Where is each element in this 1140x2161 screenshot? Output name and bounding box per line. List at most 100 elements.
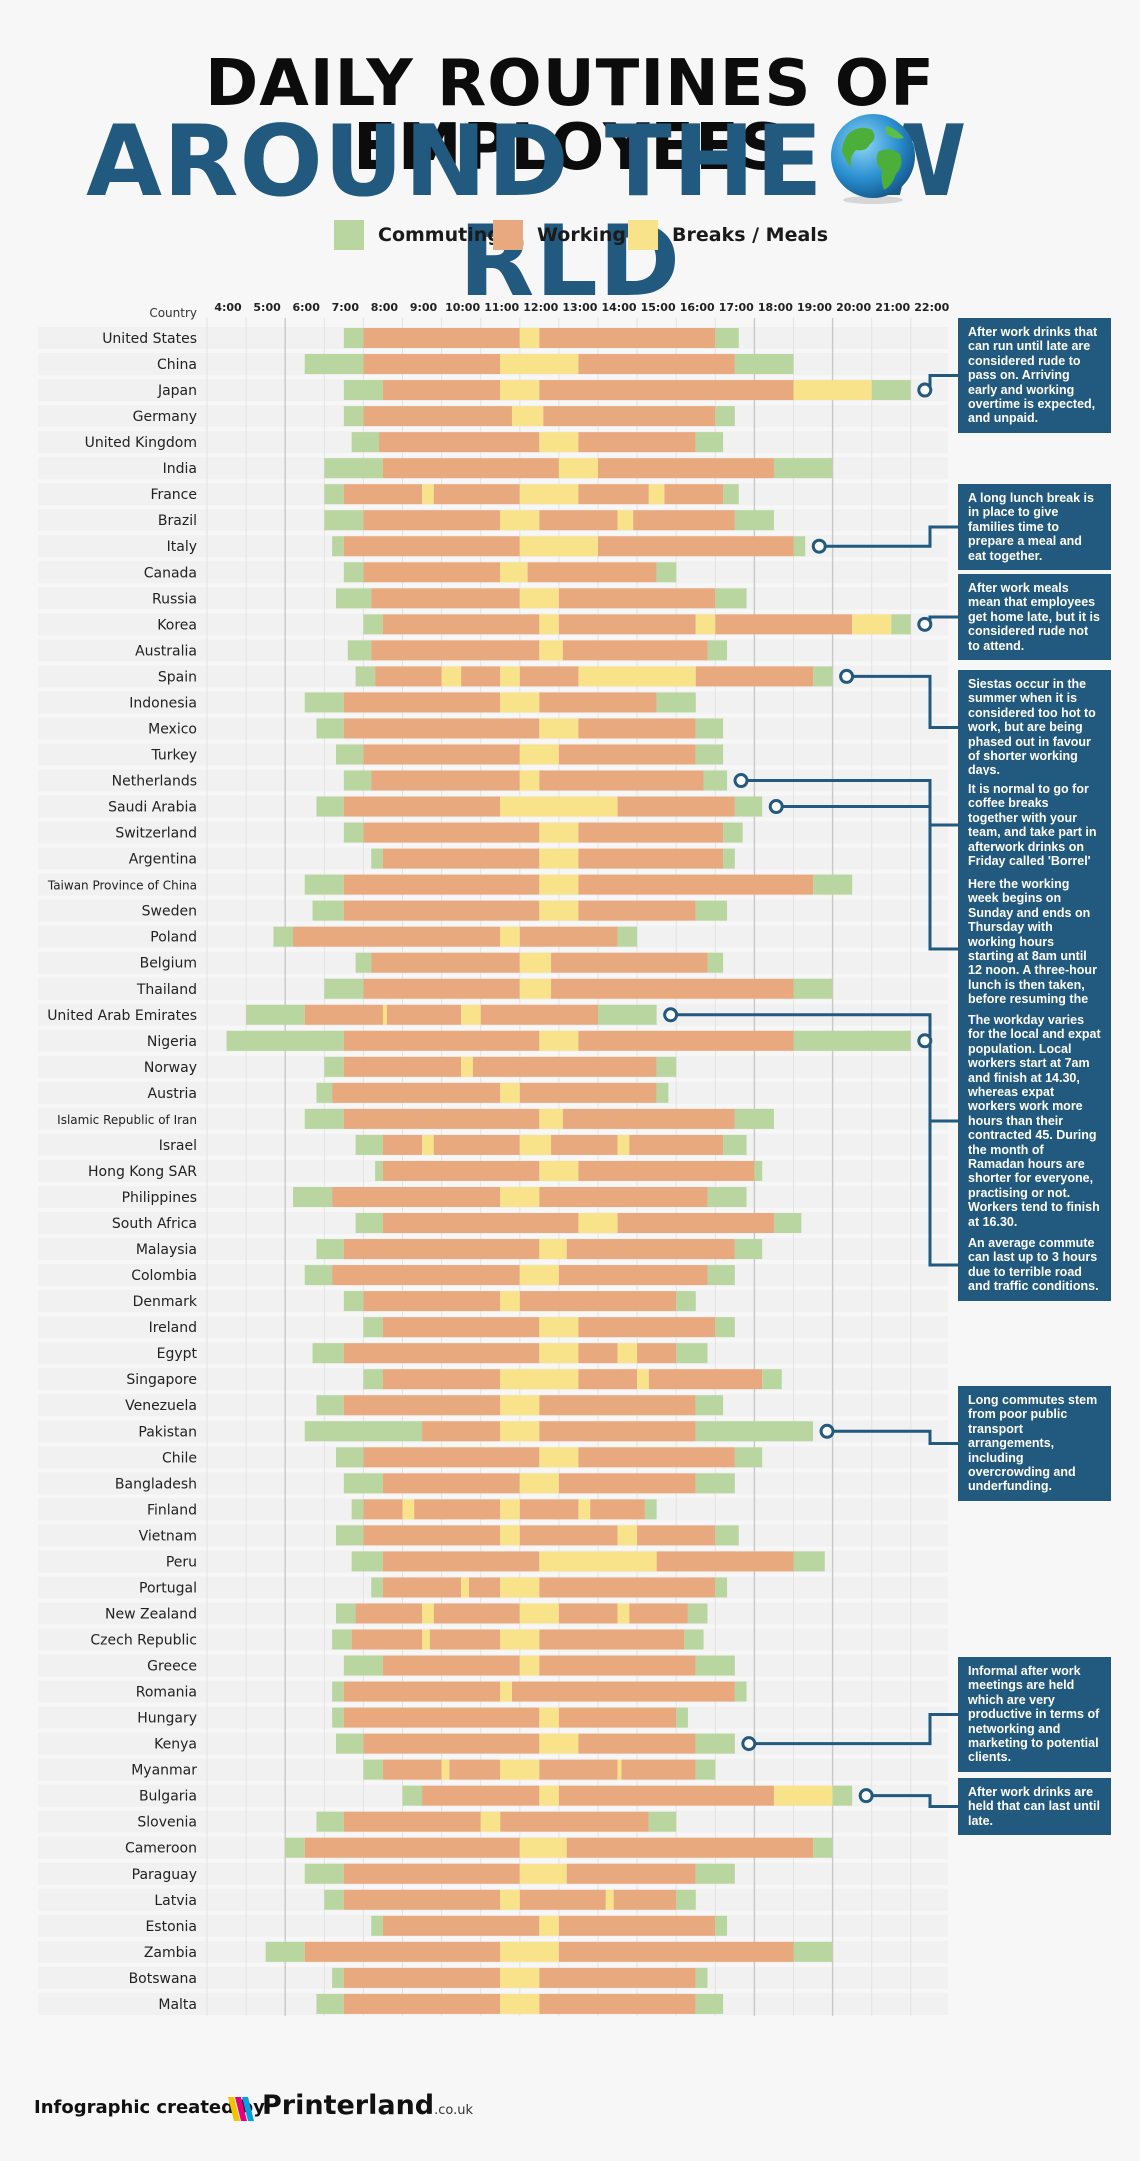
country-label: Russia bbox=[152, 591, 197, 607]
bar-segment-break bbox=[422, 1134, 434, 1155]
annotation-box: After work drinks are held that can last… bbox=[958, 1778, 1111, 1836]
bar-segment-working bbox=[343, 484, 423, 505]
bar-segment-working bbox=[382, 1369, 501, 1390]
country-label: Thailand bbox=[136, 982, 197, 998]
country-label: United Arab Emirates bbox=[47, 1008, 197, 1024]
country-label: Norway bbox=[144, 1060, 197, 1076]
bar-segment-commuting bbox=[304, 1863, 344, 1884]
bar-segment-working bbox=[293, 926, 501, 947]
bar-segment-break bbox=[539, 1707, 559, 1728]
bar-segment-break bbox=[511, 406, 544, 427]
bar-segment-commuting bbox=[332, 536, 344, 557]
bar-segment-working bbox=[363, 1291, 501, 1312]
bar-segment-commuting bbox=[703, 770, 728, 791]
x-tick-top: 20:00 bbox=[836, 301, 871, 314]
bar-segment-break bbox=[578, 666, 696, 687]
bar-segment-working bbox=[539, 1629, 685, 1650]
legend-swatch-working bbox=[493, 220, 523, 250]
x-tick-top: 6:00 bbox=[293, 301, 321, 314]
bar-segment-commuting bbox=[598, 1004, 657, 1025]
legend-label-breaks: Breaks / Meals bbox=[672, 224, 829, 246]
bar-segment-break bbox=[500, 1186, 540, 1207]
country-label: New Zealand bbox=[105, 1606, 197, 1622]
annotation-marker bbox=[858, 1788, 874, 1804]
bar-segment-working bbox=[551, 1134, 618, 1155]
bar-segment-commuting bbox=[363, 1759, 383, 1780]
bar-segment-break bbox=[539, 822, 579, 843]
bar-segment-working bbox=[422, 1421, 501, 1442]
bar-segment-commuting bbox=[324, 1056, 344, 1077]
bar-segment-break bbox=[539, 1915, 559, 1936]
country-label: Latvia bbox=[154, 1893, 197, 1909]
bar-segment-commuting bbox=[723, 848, 735, 869]
bar-segment-working bbox=[343, 1395, 501, 1416]
bar-segment-commuting bbox=[402, 1785, 423, 1806]
bar-segment-commuting bbox=[371, 1577, 383, 1598]
country-label: Peru bbox=[166, 1554, 197, 1570]
country-label: Bangladesh bbox=[115, 1476, 197, 1492]
bar-segment-break bbox=[519, 1473, 559, 1494]
bar-segment-working bbox=[558, 1785, 774, 1806]
bar-segment-commuting bbox=[316, 1082, 333, 1103]
bar-segment-commuting bbox=[343, 406, 364, 427]
country-label: Korea bbox=[157, 617, 197, 633]
annotation-connector bbox=[846, 674, 958, 729]
bar-segment-break bbox=[539, 640, 563, 661]
footer-credit: Infographic created by bbox=[34, 2097, 265, 2118]
bar-segment-break bbox=[402, 1499, 415, 1520]
bar-segment-commuting bbox=[351, 1551, 383, 1572]
bar-segment-working bbox=[363, 354, 501, 375]
bar-segment-break bbox=[519, 1603, 559, 1624]
country-label: United States bbox=[102, 331, 197, 347]
globe-icon bbox=[831, 114, 915, 204]
bar-segment-commuting bbox=[336, 588, 372, 609]
bar-segment-commuting bbox=[332, 1681, 344, 1702]
bar-segment-commuting bbox=[695, 1993, 724, 2014]
country-label: Brazil bbox=[158, 513, 197, 529]
bar-segment-working bbox=[578, 874, 814, 895]
x-tick-top: 11:00 bbox=[484, 301, 519, 314]
country-label: Cameroon bbox=[125, 1841, 197, 1857]
country-label: Switzerland bbox=[115, 826, 197, 842]
bar-segment-commuting bbox=[316, 1993, 344, 2014]
bar-segment-break bbox=[852, 614, 892, 635]
bar-segment-working bbox=[621, 1759, 696, 1780]
bar-segment-break bbox=[500, 1421, 540, 1442]
bar-segment-working bbox=[382, 1160, 540, 1181]
bar-segment-commuting bbox=[793, 1030, 911, 1051]
country-label: Myanmar bbox=[131, 1763, 197, 1779]
legend: Commuting Working Breaks / Meals bbox=[0, 218, 1140, 252]
bar-segment-working bbox=[343, 1030, 540, 1051]
legend-swatch-commuting bbox=[334, 220, 364, 250]
bar-segment-working bbox=[472, 1056, 657, 1077]
legend-item-breaks: Breaks / Meals bbox=[628, 218, 828, 252]
bar-segment-commuting bbox=[656, 692, 696, 713]
bar-segment-working bbox=[332, 1082, 501, 1103]
bar-segment-commuting bbox=[324, 484, 344, 505]
footer-brand: Printerland.co.uk bbox=[262, 2090, 473, 2121]
bar-segment-commuting bbox=[371, 848, 383, 869]
bar-segment-working bbox=[511, 1681, 735, 1702]
bar-segment-break bbox=[695, 614, 716, 635]
country-label: Sweden bbox=[142, 904, 197, 920]
country-label: Denmark bbox=[133, 1294, 198, 1310]
bar-segment-working bbox=[382, 380, 501, 401]
bar-segment-commuting bbox=[273, 926, 294, 947]
bar-segment-commuting bbox=[355, 1213, 383, 1234]
bar-segment-working bbox=[637, 1525, 716, 1546]
bar-segment-commuting bbox=[723, 484, 739, 505]
bar-segment-break bbox=[461, 1004, 481, 1025]
footer-brand-name: Printerland bbox=[262, 2090, 435, 2121]
bar-segment-working bbox=[539, 1759, 618, 1780]
country-label: Islamic Republic of Iran bbox=[57, 1113, 197, 1127]
bar-segment-commuting bbox=[871, 380, 911, 401]
bar-segment-working bbox=[566, 1239, 735, 1260]
bar-segment-commuting bbox=[734, 1681, 747, 1702]
bar-segment-break bbox=[500, 692, 540, 713]
bar-segment-break bbox=[500, 1082, 520, 1103]
bar-segment-working bbox=[527, 562, 657, 583]
bar-segment-working bbox=[363, 510, 501, 531]
title-line-2: AROUND THE WRLD bbox=[0, 112, 1140, 312]
bar-segment-working bbox=[543, 406, 716, 427]
bar-segment-break bbox=[539, 1447, 579, 1468]
